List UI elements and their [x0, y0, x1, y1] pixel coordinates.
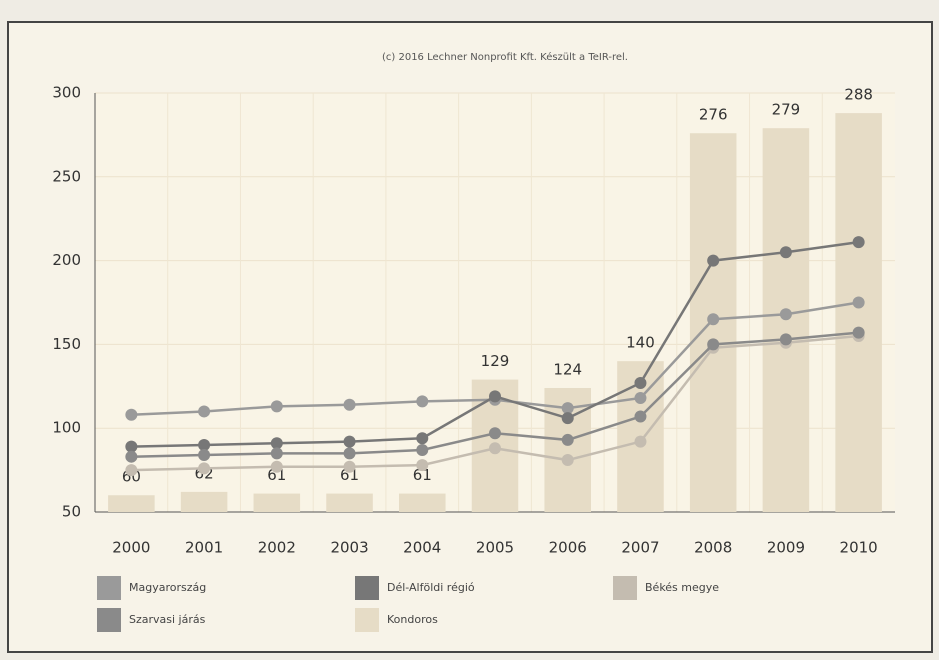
legend-label: Szarvasi járás — [129, 613, 206, 626]
legend-swatch — [613, 576, 637, 600]
value-label: 124 — [553, 360, 582, 378]
value-label: 276 — [699, 106, 728, 124]
value-label: 129 — [481, 352, 510, 370]
x-tick-label: 2010 — [840, 539, 878, 557]
x-tick-label: 2004 — [403, 539, 441, 557]
legend-label: Kondoros — [387, 613, 438, 626]
point — [125, 464, 138, 477]
point — [343, 435, 356, 448]
bar — [253, 493, 301, 512]
point — [416, 395, 429, 408]
point — [198, 449, 211, 462]
x-tick-label: 2006 — [549, 539, 587, 557]
value-label: 279 — [772, 101, 801, 119]
point — [779, 246, 792, 259]
x-tick-label: 2009 — [767, 539, 805, 557]
point — [634, 392, 647, 405]
bar — [108, 495, 155, 512]
point — [561, 433, 574, 446]
legend-swatch — [355, 576, 379, 600]
point — [270, 447, 283, 460]
value-label: 61 — [340, 466, 359, 484]
point — [561, 412, 574, 425]
point — [707, 254, 720, 267]
y-tick-label: 150 — [52, 335, 81, 353]
point — [489, 427, 501, 440]
point — [198, 405, 211, 418]
point — [343, 460, 356, 473]
legend-swatch — [355, 608, 379, 632]
point — [634, 410, 647, 423]
x-tick-label: 2008 — [694, 539, 732, 557]
legend-label: Magyarország — [129, 581, 206, 594]
point — [489, 442, 501, 455]
x-tick-label: 2000 — [112, 539, 150, 557]
point — [416, 432, 429, 445]
point — [416, 459, 429, 472]
point — [198, 438, 211, 451]
y-tick-label: 200 — [52, 251, 81, 269]
legend-swatch — [97, 576, 121, 600]
value-label: 61 — [267, 466, 286, 484]
point — [125, 450, 138, 463]
point — [343, 447, 356, 460]
point — [634, 376, 647, 389]
point — [270, 400, 283, 413]
y-tick-label: 300 — [52, 84, 81, 102]
point — [852, 326, 865, 339]
point — [125, 440, 138, 453]
point — [779, 333, 792, 346]
point — [707, 313, 720, 326]
legend-label: Békés megye — [645, 581, 719, 594]
bar — [326, 493, 373, 512]
point — [343, 398, 356, 411]
point — [416, 443, 429, 456]
point — [561, 454, 574, 467]
point — [270, 460, 283, 473]
point — [852, 296, 865, 309]
point — [270, 437, 283, 450]
legend-label: Dél-Alföldi régió — [387, 581, 475, 594]
x-tick-label: 2005 — [476, 539, 514, 557]
legend-swatch — [97, 608, 121, 632]
bar — [180, 491, 228, 512]
bar — [399, 493, 446, 512]
point — [198, 462, 211, 475]
point — [125, 408, 138, 421]
y-tick-label: 250 — [52, 167, 81, 185]
y-tick-label: 50 — [62, 503, 81, 521]
point — [634, 435, 647, 448]
point — [561, 402, 574, 415]
x-tick-label: 2002 — [258, 539, 296, 557]
value-label: 61 — [413, 466, 432, 484]
y-tick-label: 100 — [52, 419, 81, 437]
chart-title: (c) 2016 Lechner Nonprofit Kft. Készült … — [382, 51, 628, 63]
x-tick-label: 2001 — [185, 539, 223, 557]
point — [489, 390, 501, 403]
point — [707, 338, 720, 351]
value-label: 140 — [626, 334, 655, 352]
value-label: 288 — [844, 86, 873, 104]
bar — [835, 113, 882, 512]
x-tick-label: 2003 — [330, 539, 368, 557]
point — [852, 236, 865, 249]
point — [779, 308, 792, 321]
x-tick-label: 2007 — [621, 539, 659, 557]
